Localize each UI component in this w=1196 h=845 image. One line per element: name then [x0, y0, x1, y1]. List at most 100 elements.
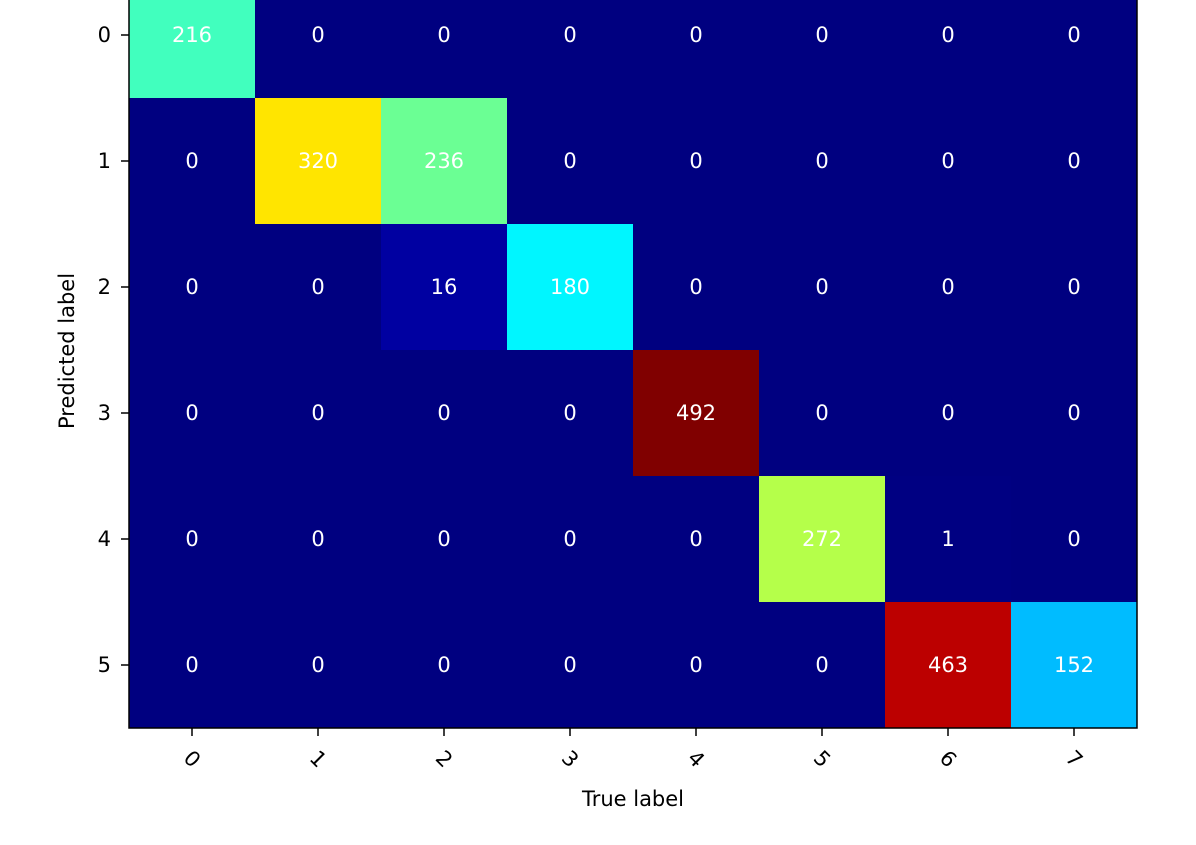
- heatmap-cell: [129, 476, 256, 603]
- cell-value-label: 0: [311, 23, 324, 47]
- plot-frame: [128, 0, 1138, 729]
- cell-value-label: 1: [941, 527, 954, 551]
- y-tick-label: 0: [98, 23, 111, 47]
- x-tick-label: 1: [305, 746, 331, 772]
- heatmap-cell: [255, 476, 382, 603]
- cell-value-label: 0: [1067, 527, 1080, 551]
- cell-value-label: 0: [311, 653, 324, 677]
- heatmap-cell: [1011, 98, 1138, 225]
- heatmap-cell: [1011, 602, 1138, 729]
- cell-value-label: 0: [689, 653, 702, 677]
- heatmap-cell: [255, 98, 382, 225]
- heatmap-cell: [129, 224, 256, 351]
- y-axis-ticks: 0 1 2 3 4 5: [98, 23, 129, 677]
- cell-value-label: 0: [815, 401, 828, 425]
- heatmap-cell: [255, 350, 382, 477]
- cell-value-label: 0: [563, 149, 576, 173]
- cell-value-label: 0: [185, 527, 198, 551]
- cell-value-label: 0: [185, 149, 198, 173]
- heatmap-cell: [507, 476, 634, 603]
- cell-value-label: 0: [815, 275, 828, 299]
- heatmap-cell: [885, 602, 1012, 729]
- cell-value-label: 0: [185, 275, 198, 299]
- heatmap-cell: [885, 0, 1012, 99]
- heatmap-cell: [507, 602, 634, 729]
- cell-value-label: 0: [311, 527, 324, 551]
- heatmap-cell: [885, 224, 1012, 351]
- heatmap-cell: [129, 98, 256, 225]
- heatmap-cell: [1011, 476, 1138, 603]
- cell-value-labels: 216 0 0 0 0 0 0 0 0 320 236 0 0 0 0 0 0 0 16 180 0 0 0 0 0 0 0 0 492…: [172, 23, 1094, 677]
- x-tick-label: 4: [683, 746, 709, 772]
- cell-value-label: 0: [941, 275, 954, 299]
- cell-value-label: 492: [676, 401, 716, 425]
- cell-value-label: 0: [689, 149, 702, 173]
- cell-value-label: 0: [437, 653, 450, 677]
- x-axis-title: True label: [581, 787, 684, 811]
- heatmap-cell: [129, 602, 256, 729]
- heatmap-cell: [507, 98, 634, 225]
- heatmap-cell: [255, 602, 382, 729]
- heatmap-cell: [759, 224, 886, 351]
- heatmap-cell: [507, 224, 634, 351]
- y-tick-label: 2: [98, 275, 111, 299]
- y-tick-label: 3: [98, 401, 111, 425]
- heatmap-cell: [885, 350, 1012, 477]
- cell-value-label: 272: [802, 527, 842, 551]
- heatmap-cell: [633, 602, 760, 729]
- x-tick-label: 7: [1061, 746, 1087, 772]
- x-axis-ticks: 0 1 2 3 4 5 6 7: [179, 728, 1087, 772]
- heatmap-cell: [1011, 350, 1138, 477]
- heatmap-cell: [381, 602, 508, 729]
- heatmap-cell: [633, 224, 760, 351]
- cell-value-label: 0: [563, 527, 576, 551]
- heatmap-cell: [1011, 224, 1138, 351]
- cell-value-label: 0: [437, 527, 450, 551]
- heatmap-cell: [885, 476, 1012, 603]
- heatmap-cell: [255, 224, 382, 351]
- cell-value-label: 0: [941, 401, 954, 425]
- cell-value-label: 0: [815, 23, 828, 47]
- heatmap-cells: [129, 0, 1138, 729]
- cell-value-label: 463: [928, 653, 968, 677]
- heatmap-cell: [759, 98, 886, 225]
- heatmap-cell: [633, 98, 760, 225]
- cell-value-label: 0: [1067, 149, 1080, 173]
- y-tick-label: 1: [98, 149, 111, 173]
- heatmap-cell: [759, 476, 886, 603]
- heatmap-cell: [759, 0, 886, 99]
- cell-value-label: 216: [172, 23, 212, 47]
- cell-value-label: 0: [563, 23, 576, 47]
- cell-value-label: 0: [437, 401, 450, 425]
- cell-value-label: 236: [424, 149, 464, 173]
- heatmap-cell: [759, 350, 886, 477]
- cell-value-label: 0: [815, 149, 828, 173]
- x-tick-label: 2: [431, 746, 457, 772]
- heatmap-cell: [1011, 0, 1138, 99]
- x-tick-label: 5: [809, 746, 835, 772]
- x-tick-label: 3: [557, 746, 583, 772]
- heatmap-cell: [381, 98, 508, 225]
- cell-value-label: 0: [1067, 275, 1080, 299]
- cell-value-label: 320: [298, 149, 338, 173]
- heatmap-cell: [381, 476, 508, 603]
- heatmap-cell: [381, 224, 508, 351]
- heatmap-cell: [633, 350, 760, 477]
- cell-value-label: 16: [431, 275, 458, 299]
- cell-value-label: 0: [689, 275, 702, 299]
- cell-value-label: 0: [185, 401, 198, 425]
- cell-value-label: 180: [550, 275, 590, 299]
- y-axis-title: Predicted label: [55, 273, 79, 429]
- y-tick-label: 4: [98, 527, 111, 551]
- heatmap-cell: [759, 602, 886, 729]
- heatmap-cell: [507, 0, 634, 99]
- cell-value-label: 152: [1054, 653, 1094, 677]
- x-tick-label: 0: [179, 746, 205, 772]
- cell-value-label: 0: [563, 401, 576, 425]
- cell-value-label: 0: [815, 653, 828, 677]
- heatmap-cell: [381, 350, 508, 477]
- cell-value-label: 0: [185, 653, 198, 677]
- y-tick-label: 5: [98, 653, 111, 677]
